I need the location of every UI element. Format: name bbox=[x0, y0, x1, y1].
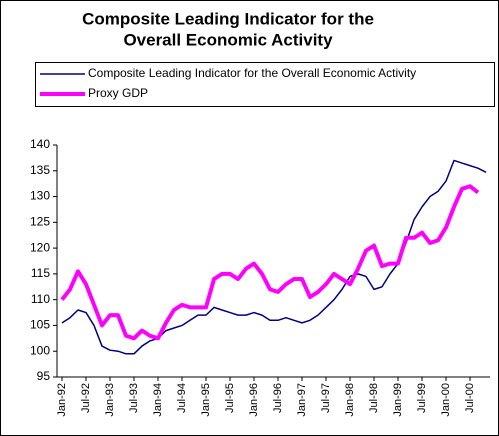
x-tick-label: Jul-95 bbox=[224, 383, 236, 413]
chart-title: Overall Economic Activity bbox=[123, 30, 333, 49]
x-tick-label: Jul-94 bbox=[176, 383, 188, 413]
x-tick-label: Jul-00 bbox=[464, 383, 476, 413]
x-tick-label: Jan-95 bbox=[200, 383, 212, 417]
x-tick-label: Jul-97 bbox=[320, 383, 332, 413]
x-tick-label: Jan-99 bbox=[392, 383, 404, 417]
y-tick-label: 135 bbox=[30, 163, 50, 177]
x-tick-label: Jan-92 bbox=[56, 383, 68, 417]
y-tick-label: 125 bbox=[30, 215, 50, 229]
y-tick-label: 130 bbox=[30, 189, 50, 203]
legend-box bbox=[35, 62, 495, 107]
x-tick-label: Jul-96 bbox=[272, 383, 284, 413]
y-tick-label: 115 bbox=[31, 266, 50, 280]
x-tick-label: Jan-00 bbox=[440, 383, 452, 417]
x-tick-label: Jan-98 bbox=[344, 383, 356, 417]
x-tick-label: Jul-92 bbox=[80, 383, 92, 413]
y-tick-label: 100 bbox=[30, 343, 50, 357]
x-tick-label: Jul-99 bbox=[416, 383, 428, 413]
legend-label: Proxy GDP bbox=[88, 86, 148, 100]
y-tick-label: 105 bbox=[30, 318, 50, 332]
x-tick-label: Jul-98 bbox=[368, 383, 380, 413]
x-tick-label: Jan-93 bbox=[104, 383, 116, 417]
legend-label: Composite Leading Indicator for the Over… bbox=[88, 66, 416, 80]
y-tick-label: 95 bbox=[37, 369, 51, 383]
chart-title: Composite Leading Indicator for the bbox=[82, 9, 374, 28]
y-tick-label: 140 bbox=[30, 137, 50, 151]
y-tick-label: 120 bbox=[30, 240, 50, 254]
series-line bbox=[60, 184, 480, 341]
series-line bbox=[61, 159, 487, 355]
y-tick-label: 110 bbox=[31, 292, 50, 306]
x-tick-label: Jul-93 bbox=[128, 383, 140, 413]
x-tick-label: Jan-97 bbox=[296, 383, 308, 417]
x-tick-label: Jan-96 bbox=[248, 383, 260, 417]
x-tick-label: Jan-94 bbox=[152, 383, 164, 417]
